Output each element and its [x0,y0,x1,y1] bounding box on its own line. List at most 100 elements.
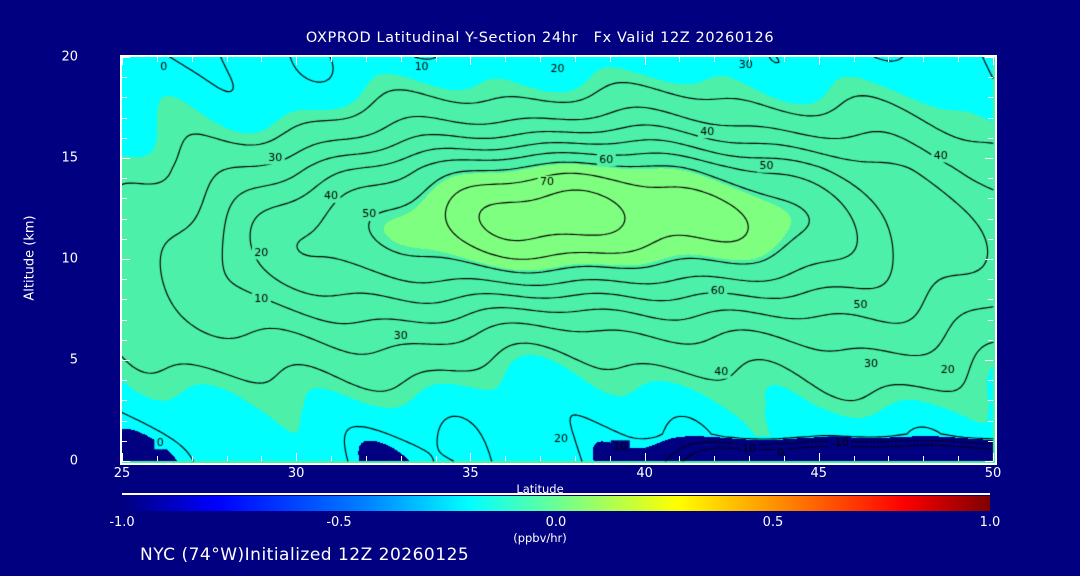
x-major-tick-top [470,57,471,65]
x-minor-tick [157,456,158,461]
y-minor-tick [122,219,127,220]
y-minor-tick [122,97,127,98]
x-minor-tick [436,456,437,461]
y-minor-tick [122,400,127,401]
y-minor-tick-right [988,118,993,119]
x-major-tick-top [993,57,994,65]
colorbar-tick-label: -1.0 [109,515,135,530]
x-major-tick [993,453,994,461]
y-minor-tick-right [988,138,993,139]
y-minor-tick [122,77,127,78]
x-minor-tick [261,456,262,461]
x-minor-tick-top [610,57,611,62]
y-minor-tick [122,320,127,321]
x-minor-tick [784,456,785,461]
x-major-tick [819,453,820,461]
y-minor-tick [122,299,127,300]
y-axis-label: Altitude (km) [22,215,38,301]
y-minor-tick [122,239,127,240]
colorbar-tick-label: 0.5 [762,515,784,530]
x-major-tick [645,453,646,461]
y-minor-tick-right [988,340,993,341]
y-minor-tick [122,421,127,422]
x-minor-tick-top [714,57,715,62]
x-minor-tick [714,456,715,461]
y-major-tick [122,259,130,260]
x-tick-label: 30 [287,466,305,481]
x-minor-tick-top [505,57,506,62]
x-minor-tick-top [366,57,367,62]
footer-caption: NYC (74°W)Initialized 12Z 20260125 [140,545,470,565]
y-minor-tick-right [988,400,993,401]
y-major-tick [122,57,130,58]
x-minor-tick [331,456,332,461]
x-minor-tick [854,456,855,461]
x-tick-label: 45 [810,466,828,481]
page-title: OXPROD Latitudinal Y-Section 24hr Fx Val… [305,30,775,46]
colorbar-top-rule [122,493,990,495]
x-tick-label: 50 [984,466,1002,481]
x-minor-tick [888,456,889,461]
x-major-tick-top [122,57,123,65]
y-minor-tick [122,279,127,280]
y-tick-label: 10 [61,251,78,267]
colorbar-tick-label: -0.5 [326,515,352,530]
y-minor-tick-right [988,279,993,280]
y-minor-tick-right [988,441,993,442]
x-minor-tick-top [958,57,959,62]
x-minor-tick [575,456,576,461]
y-major-tick-right [985,158,993,159]
colorbar-units-label: (ppbv/hr) [513,531,567,545]
x-tick-label: 40 [636,466,653,481]
y-tick-label: 0 [69,453,78,469]
x-minor-tick [749,456,750,461]
y-tick-label: 20 [61,49,78,65]
colorbar-tick-label: 1.0 [979,515,1001,530]
x-minor-tick [401,456,402,461]
y-minor-tick-right [988,380,993,381]
y-major-tick [122,158,130,159]
x-minor-tick-top [784,57,785,62]
y-minor-tick-right [988,77,993,78]
y-tick-label: 15 [61,150,78,166]
x-minor-tick-top [923,57,924,62]
x-minor-tick [192,456,193,461]
x-minor-tick-top [540,57,541,62]
y-minor-tick-right [988,299,993,300]
x-minor-tick [540,456,541,461]
x-minor-tick [923,456,924,461]
y-minor-tick-right [988,198,993,199]
y-minor-tick [122,441,127,442]
y-major-tick-right [985,360,993,361]
x-minor-tick-top [331,57,332,62]
x-axis-label: Latitude [516,482,564,496]
x-minor-tick-top [575,57,576,62]
y-major-tick [122,461,130,462]
y-major-tick [122,360,130,361]
x-minor-tick [610,456,611,461]
x-major-tick-top [645,57,646,65]
x-minor-tick-top [157,57,158,62]
x-major-tick-top [296,57,297,65]
x-major-tick [470,453,471,461]
x-minor-tick-top [854,57,855,62]
y-major-tick-right [985,461,993,462]
x-minor-tick-top [749,57,750,62]
contour-plot-canvas [122,57,995,463]
x-minor-tick-top [261,57,262,62]
x-minor-tick-top [192,57,193,62]
x-minor-tick-top [679,57,680,62]
y-minor-tick [122,380,127,381]
x-minor-tick [366,456,367,461]
x-minor-tick [227,456,228,461]
x-major-tick [122,453,123,461]
x-minor-tick [505,456,506,461]
x-minor-tick-top [401,57,402,62]
y-minor-tick-right [988,97,993,98]
y-minor-tick-right [988,219,993,220]
y-minor-tick-right [988,320,993,321]
y-minor-tick-right [988,239,993,240]
y-minor-tick [122,138,127,139]
y-minor-tick-right [988,421,993,422]
x-major-tick-top [819,57,820,65]
